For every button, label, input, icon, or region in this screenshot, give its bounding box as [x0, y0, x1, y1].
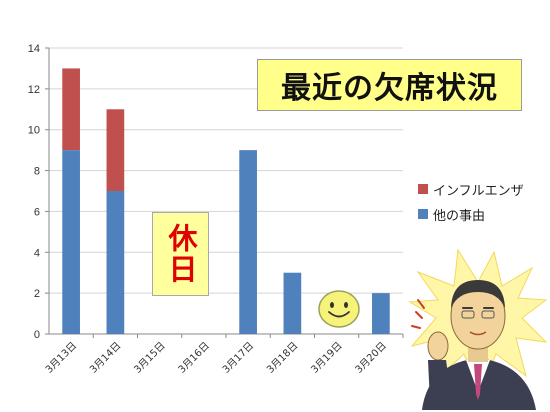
y-tick-label: 8	[34, 166, 40, 178]
holiday-callout: 休日	[152, 212, 209, 296]
legend-swatch-influenza	[418, 184, 428, 194]
legend-item-influenza: インフルエンザ	[418, 179, 524, 199]
x-tick-label: 3月18日	[264, 340, 300, 376]
x-tick-label: 3月13日	[43, 340, 79, 376]
x-tick-label: 3月16日	[176, 340, 212, 376]
bar-segment	[283, 272, 302, 334]
y-tick-label: 14	[28, 43, 40, 55]
y-tick-label: 12	[28, 84, 40, 96]
legend: インフルエンザ 他の事由	[418, 179, 524, 229]
y-tick-label: 4	[34, 247, 40, 259]
chart-title-box: 最近の欠席状況	[257, 59, 522, 111]
bar-segment	[239, 150, 257, 334]
y-tick-label: 10	[28, 125, 40, 137]
bar-segment	[106, 109, 125, 191]
y-tick-label: 2	[34, 288, 40, 300]
x-tick-labels: 3月13日 3月14日 3月15日 3月16日 3月17日 3月18日 3月19日 3月20日	[43, 340, 389, 376]
legend-item-other: 他の事由	[418, 204, 524, 224]
y-tick-label: 0	[34, 329, 40, 341]
legend-label-other: 他の事由	[433, 208, 486, 224]
bar-segment	[62, 150, 80, 334]
y-tick-label: 6	[34, 206, 40, 218]
legend-label-influenza: インフルエンザ	[433, 183, 524, 199]
x-tick-label: 3月17日	[220, 340, 256, 376]
smiley-face-icon	[318, 290, 360, 328]
x-tick-label: 3月14日	[87, 340, 123, 376]
bars	[62, 68, 390, 334]
person-illustration-icon	[408, 248, 548, 410]
legend-swatch-other	[418, 209, 428, 219]
chart-title: 最近の欠席状況	[281, 71, 498, 106]
holiday-label: 休日	[164, 223, 198, 285]
x-tick-label: 3月15日	[132, 340, 168, 376]
x-tick-label: 3月20日	[353, 340, 389, 376]
bar-segment	[372, 293, 390, 334]
x-tick-label: 3月19日	[309, 340, 345, 376]
y-tick-labels: 0 2 4 6 8 10 12 14	[28, 43, 40, 341]
bar-segment	[106, 191, 125, 334]
bar-segment	[62, 68, 80, 151]
